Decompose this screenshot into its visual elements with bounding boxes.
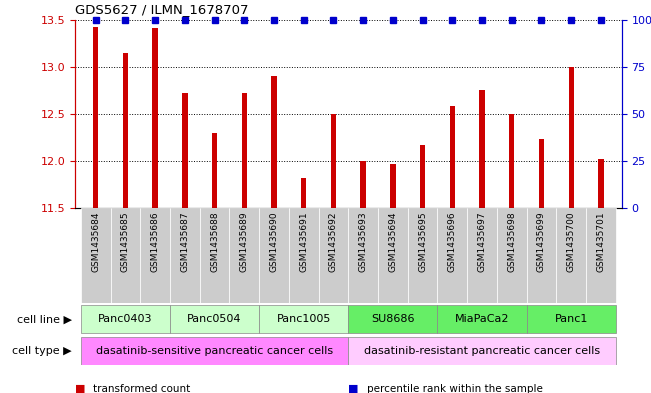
Bar: [200, 208, 229, 303]
Bar: [152, 28, 158, 208]
Text: GSM1435690: GSM1435690: [270, 211, 279, 272]
Text: cell type ▶: cell type ▶: [12, 346, 72, 356]
Text: ■: ■: [75, 384, 85, 393]
Text: GSM1435692: GSM1435692: [329, 211, 338, 272]
Bar: [467, 208, 497, 303]
Text: GSM1435694: GSM1435694: [389, 211, 397, 272]
Text: GSM1435695: GSM1435695: [418, 211, 427, 272]
Bar: [93, 27, 98, 208]
Text: GSM1435691: GSM1435691: [299, 211, 308, 272]
Text: GDS5627 / ILMN_1678707: GDS5627 / ILMN_1678707: [75, 3, 249, 16]
Bar: [437, 208, 467, 303]
Bar: [81, 337, 348, 365]
Bar: [479, 90, 485, 208]
Bar: [170, 305, 259, 333]
Bar: [361, 161, 366, 208]
Text: dasatinib-sensitive pancreatic cancer cells: dasatinib-sensitive pancreatic cancer ce…: [96, 346, 333, 356]
Bar: [289, 208, 318, 303]
Text: Panc0504: Panc0504: [187, 314, 242, 324]
Bar: [331, 114, 336, 208]
Bar: [598, 159, 603, 208]
Bar: [318, 208, 348, 303]
Bar: [81, 305, 170, 333]
Text: Panc1: Panc1: [555, 314, 588, 324]
Bar: [111, 208, 140, 303]
Bar: [568, 67, 574, 208]
Text: GSM1435696: GSM1435696: [448, 211, 457, 272]
Bar: [170, 208, 200, 303]
Bar: [242, 93, 247, 208]
Bar: [123, 53, 128, 208]
Text: GSM1435684: GSM1435684: [91, 211, 100, 272]
Bar: [229, 208, 259, 303]
Text: GSM1435701: GSM1435701: [596, 211, 605, 272]
Text: GSM1435699: GSM1435699: [537, 211, 546, 272]
Bar: [539, 140, 544, 208]
Bar: [212, 133, 217, 208]
Text: GSM1435685: GSM1435685: [121, 211, 130, 272]
Bar: [182, 93, 187, 208]
Text: ■: ■: [348, 384, 359, 393]
Bar: [81, 208, 111, 303]
Bar: [348, 208, 378, 303]
Bar: [271, 76, 277, 208]
Bar: [348, 305, 437, 333]
Bar: [301, 178, 307, 208]
Text: Panc1005: Panc1005: [277, 314, 331, 324]
Text: GSM1435693: GSM1435693: [359, 211, 368, 272]
Text: SU8686: SU8686: [371, 314, 415, 324]
Bar: [450, 107, 455, 208]
Bar: [557, 208, 586, 303]
Text: GSM1435697: GSM1435697: [478, 211, 486, 272]
Text: GSM1435687: GSM1435687: [180, 211, 189, 272]
Bar: [497, 208, 527, 303]
Bar: [408, 208, 437, 303]
Bar: [509, 114, 514, 208]
Bar: [437, 305, 527, 333]
Bar: [390, 164, 396, 208]
Bar: [527, 305, 616, 333]
Text: Panc0403: Panc0403: [98, 314, 152, 324]
Bar: [378, 208, 408, 303]
Text: GSM1435686: GSM1435686: [150, 211, 159, 272]
Text: GSM1435698: GSM1435698: [507, 211, 516, 272]
Bar: [348, 337, 616, 365]
Bar: [527, 208, 557, 303]
Bar: [140, 208, 170, 303]
Text: GSM1435689: GSM1435689: [240, 211, 249, 272]
Text: dasatinib-resistant pancreatic cancer cells: dasatinib-resistant pancreatic cancer ce…: [364, 346, 600, 356]
Text: GSM1435700: GSM1435700: [566, 211, 575, 272]
Bar: [259, 305, 348, 333]
Text: transformed count: transformed count: [93, 384, 190, 393]
Text: cell line ▶: cell line ▶: [17, 314, 72, 324]
Bar: [586, 208, 616, 303]
Bar: [420, 145, 425, 208]
Bar: [259, 208, 289, 303]
Text: percentile rank within the sample: percentile rank within the sample: [367, 384, 542, 393]
Text: GSM1435688: GSM1435688: [210, 211, 219, 272]
Text: MiaPaCa2: MiaPaCa2: [455, 314, 509, 324]
